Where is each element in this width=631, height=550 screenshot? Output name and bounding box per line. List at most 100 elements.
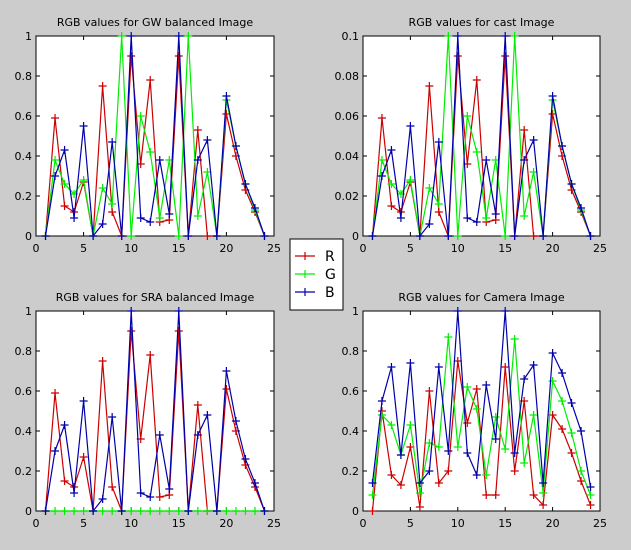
data-point-b — [586, 232, 595, 240]
data-point-g — [510, 335, 519, 343]
data-point-b — [70, 489, 79, 497]
data-point-b — [241, 180, 250, 188]
y-tick-label: 0.4 — [342, 425, 360, 438]
data-point-r — [368, 507, 377, 515]
data-point-r — [108, 483, 117, 491]
data-point-b — [79, 397, 88, 405]
data-point-g — [98, 184, 107, 192]
data-point-g — [425, 184, 434, 192]
data-point-r — [146, 351, 155, 359]
data-point-g — [155, 507, 164, 515]
data-point-b — [60, 421, 69, 429]
y-tick-label: 0.8 — [15, 345, 33, 358]
data-point-b — [41, 232, 50, 240]
data-point-g — [193, 212, 202, 220]
data-point-g — [482, 471, 491, 479]
data-point-r — [539, 501, 548, 509]
data-point-g — [193, 507, 202, 515]
y-tick-label: 0.8 — [342, 345, 360, 358]
data-point-b — [434, 363, 443, 371]
data-point-g — [387, 180, 396, 188]
data-point-g — [501, 232, 510, 240]
data-point-g — [472, 148, 481, 156]
x-tick-label: 15 — [498, 517, 512, 530]
y-tick-label: 0.4 — [15, 425, 33, 438]
data-point-b — [491, 210, 500, 218]
data-point-b — [260, 507, 269, 515]
data-point-b — [406, 359, 415, 367]
data-point-g — [453, 232, 462, 240]
data-point-b — [463, 449, 472, 457]
data-point-g — [146, 148, 155, 156]
data-point-g — [136, 112, 145, 120]
data-point-g — [586, 491, 595, 499]
data-point-b — [212, 507, 221, 515]
y-tick-label: 0.2 — [15, 465, 33, 478]
data-point-g — [444, 32, 453, 40]
data-point-b — [548, 92, 557, 100]
plot-area — [35, 35, 275, 237]
data-point-b — [406, 122, 415, 130]
data-point-r — [51, 389, 60, 397]
data-point-b — [577, 427, 586, 435]
data-point-g — [434, 443, 443, 451]
data-point-r — [520, 126, 529, 134]
data-point-g — [406, 176, 415, 184]
x-tick-label: 10 — [451, 242, 465, 255]
data-point-b — [165, 485, 174, 493]
data-point-b — [558, 369, 567, 377]
series-b — [368, 32, 595, 240]
data-point-g — [51, 156, 60, 164]
x-tick-label: 15 — [498, 242, 512, 255]
data-point-b — [108, 413, 117, 421]
data-point-r — [396, 481, 405, 489]
data-point-b — [387, 146, 396, 154]
data-point-g — [60, 180, 69, 188]
data-point-g — [501, 445, 510, 453]
y-tick-label: 0.6 — [15, 110, 33, 123]
data-point-g — [491, 413, 500, 421]
data-point-b — [472, 471, 481, 479]
x-tick-label: 20 — [219, 242, 233, 255]
data-point-b — [41, 507, 50, 515]
data-point-b — [434, 138, 443, 146]
data-point-r — [472, 76, 481, 84]
data-point-g — [203, 507, 212, 515]
data-point-r — [453, 52, 462, 60]
data-point-g — [165, 507, 174, 515]
data-point-g — [444, 333, 453, 341]
data-point-r — [425, 387, 434, 395]
data-point-r — [558, 425, 567, 433]
x-tick-label: 0 — [33, 242, 40, 255]
data-point-b — [127, 32, 136, 40]
data-point-g — [472, 405, 481, 413]
data-point-b — [539, 232, 548, 240]
data-point-r — [567, 449, 576, 457]
data-point-b — [127, 307, 136, 315]
chart-title: RGB values for SRA balanced Image — [56, 291, 255, 304]
data-point-b — [567, 399, 576, 407]
y-tick-label: 1 — [25, 305, 32, 318]
data-point-b — [501, 307, 510, 315]
data-point-b — [231, 142, 240, 150]
data-point-g — [108, 200, 117, 208]
data-point-g — [529, 411, 538, 419]
data-point-b — [117, 507, 126, 515]
data-point-b — [89, 507, 98, 515]
data-point-r — [501, 363, 510, 371]
series-line-b — [371, 35, 592, 238]
data-point-g — [241, 507, 250, 515]
data-point-g — [127, 507, 136, 515]
data-point-b — [567, 180, 576, 188]
data-point-b — [539, 479, 548, 487]
data-point-b — [89, 232, 98, 240]
data-point-b — [482, 381, 491, 389]
subplot-2: RGB values for cast Image 0 5 10 15 20 25 0 0.02… — [335, 16, 608, 255]
x-tick-label: 5 — [80, 242, 87, 255]
data-point-b — [222, 92, 231, 100]
data-point-g — [377, 411, 386, 419]
data-point-b — [250, 479, 259, 487]
data-point-r — [377, 114, 386, 122]
data-point-b — [425, 220, 434, 228]
